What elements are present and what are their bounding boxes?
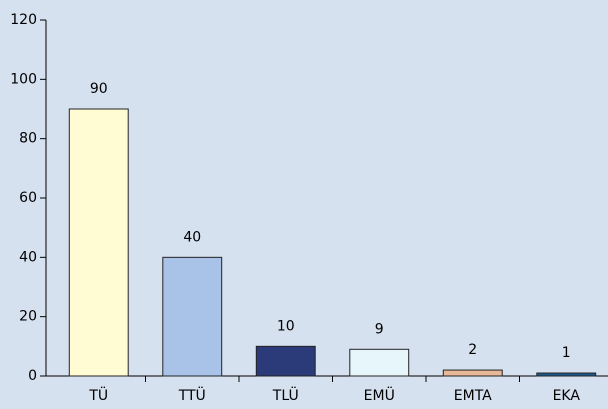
bar (162, 256, 223, 377)
x-tick-label: TÜ (88, 386, 108, 404)
data-label: 2 (468, 342, 477, 358)
y-tick-label: 40 (19, 249, 37, 265)
y-tick-label: 60 (19, 190, 37, 206)
x-tick-label: TLÜ (272, 386, 299, 404)
y-tick-label: 120 (10, 12, 37, 28)
bar (442, 369, 503, 377)
x-tick-label: EKA (553, 388, 581, 404)
bar (536, 372, 597, 377)
bar (349, 348, 410, 377)
data-label: 1 (562, 345, 571, 361)
y-tick-label: 20 (19, 309, 37, 325)
data-label: 40 (183, 229, 201, 245)
x-tick-label: TTÜ (178, 386, 206, 404)
data-label: 9 (375, 321, 384, 337)
bar (68, 108, 129, 377)
x-tick-label: EMTA (454, 388, 492, 404)
y-tick-label: 0 (28, 368, 37, 384)
data-label: 10 (277, 318, 295, 334)
y-tick-label: 80 (19, 131, 37, 147)
bar (255, 345, 316, 377)
data-label: 90 (90, 81, 108, 97)
y-tick-label: 100 (10, 71, 37, 87)
x-tick-label: EMÜ (364, 386, 395, 404)
